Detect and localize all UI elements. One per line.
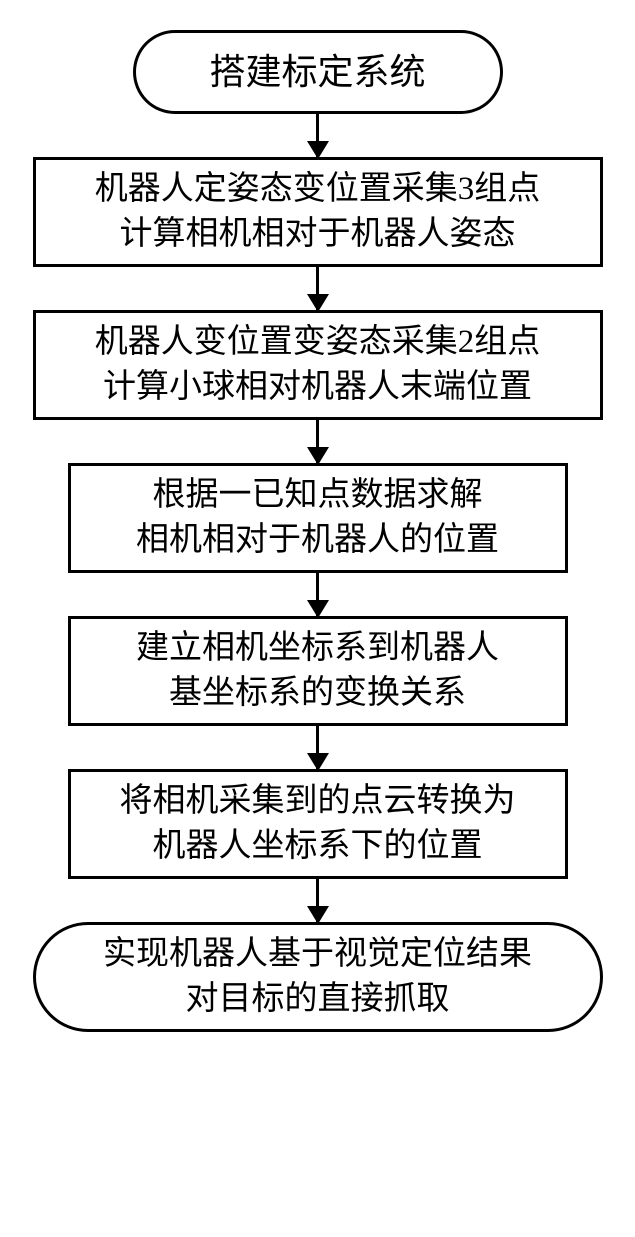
edge-0-1 [0, 114, 635, 157]
node-text: 计算小球相对机器人末端位置 [103, 365, 532, 410]
node-text: 对目标的直接抓取 [186, 977, 450, 1022]
node-step-5: 将相机采集到的点云转换为 机器人坐标系下的位置 [68, 769, 568, 879]
edge-4-5 [0, 726, 635, 769]
node-text: 机器人变位置变姿态采集2组点 [95, 320, 541, 365]
edge-2-3 [0, 420, 635, 463]
node-text: 计算相机相对于机器人姿态 [120, 212, 516, 257]
node-text: 将相机采集到的点云转换为 [120, 779, 516, 824]
node-text: 实现机器人基于视觉定位结果 [103, 932, 532, 977]
node-text: 根据一已知点数据求解 [153, 473, 483, 518]
node-end: 实现机器人基于视觉定位结果 对目标的直接抓取 [33, 922, 603, 1032]
node-step-2: 机器人变位置变姿态采集2组点 计算小球相对机器人末端位置 [33, 310, 603, 420]
edge-3-4 [0, 573, 635, 616]
node-text: 机器人坐标系下的位置 [153, 824, 483, 869]
node-text: 相机相对于机器人的位置 [136, 518, 499, 563]
edge-5-6 [0, 879, 635, 922]
node-step-1: 机器人定姿态变位置采集3组点 计算相机相对于机器人姿态 [33, 157, 603, 267]
node-text: 建立相机坐标系到机器人 [136, 626, 499, 671]
node-step-3: 根据一已知点数据求解 相机相对于机器人的位置 [68, 463, 568, 573]
node-text: 基坐标系的变换关系 [169, 671, 466, 716]
node-text: 机器人定姿态变位置采集3组点 [95, 167, 541, 212]
node-text: 搭建标定系统 [209, 48, 425, 97]
node-start: 搭建标定系统 [133, 30, 503, 114]
edge-1-2 [0, 267, 635, 310]
flowchart-container: 搭建标定系统 机器人定姿态变位置采集3组点 计算相机相对于机器人姿态 机器人变位… [0, 0, 635, 1237]
node-step-4: 建立相机坐标系到机器人 基坐标系的变换关系 [68, 616, 568, 726]
